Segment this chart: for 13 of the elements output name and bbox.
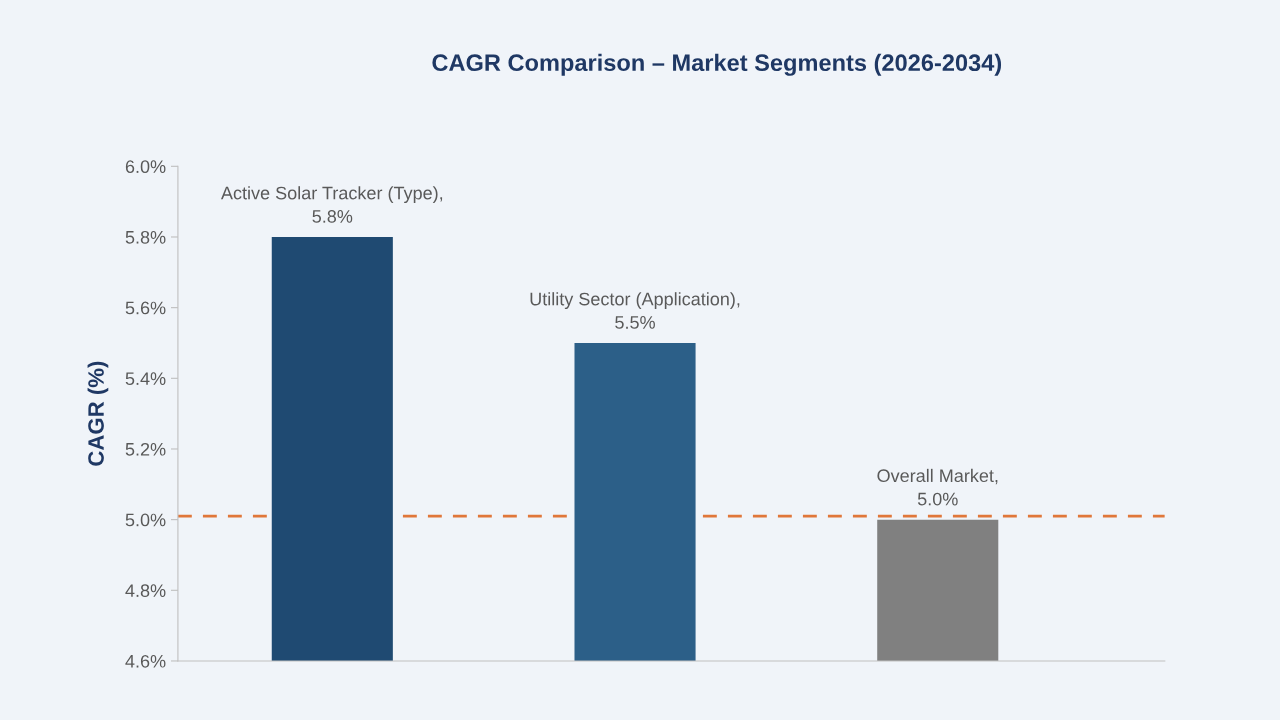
- y-tick-label: 6.0%: [125, 160, 166, 174]
- chart-title: CAGR Comparison – Market Segments (2026-2034): [432, 53, 1002, 76]
- data-label: Utility Sector (Application), 5.5%: [530, 292, 740, 329]
- y-tick-label: 5.6%: [125, 301, 166, 315]
- y-tick-label: 5.0%: [125, 513, 166, 527]
- y-tick-label: 4.6%: [125, 654, 166, 668]
- y-tick-label: 5.8%: [125, 230, 166, 244]
- data-label: Overall Market, 5.0%: [877, 468, 998, 506]
- y-tick-label: 5.2%: [125, 442, 166, 456]
- y-tick-label: 5.4%: [125, 372, 166, 386]
- y-axis-title: CAGR (%): [87, 361, 109, 466]
- y-tick-label: 4.8%: [125, 584, 166, 598]
- data-label: Active Solar Tracker (Type), 5.8%: [220, 186, 443, 223]
